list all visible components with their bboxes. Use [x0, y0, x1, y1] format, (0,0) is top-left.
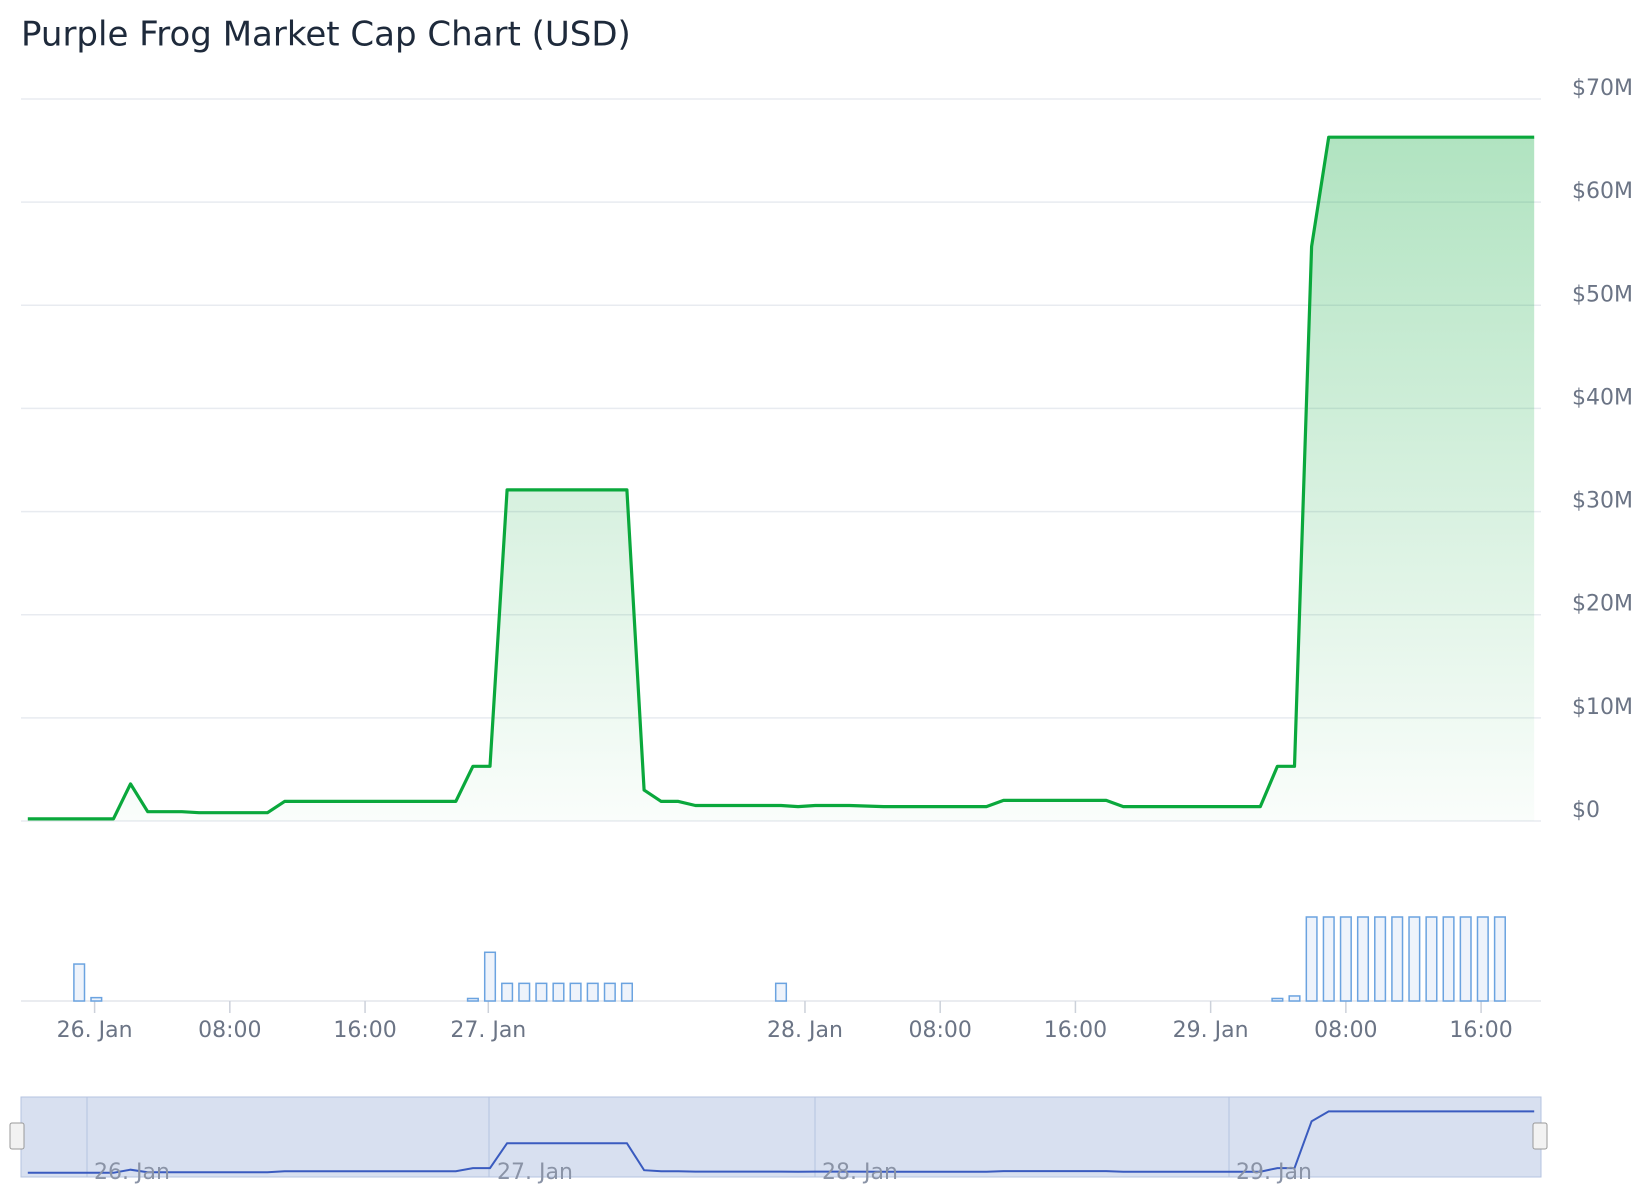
volume-bar: [1374, 916, 1387, 1002]
volume-bar: [518, 982, 531, 1002]
volume-bar: [501, 982, 514, 1002]
volume-bar: [1408, 916, 1421, 1002]
volume-bar: [1442, 916, 1455, 1002]
volume-bar: [1425, 916, 1438, 1002]
navigator-label: 28. Jan: [822, 1160, 898, 1185]
navigator-label: 26. Jan: [94, 1160, 170, 1185]
volume-bar: [552, 982, 565, 1002]
navigator-label: 27. Jan: [497, 1160, 573, 1185]
volume-bar: [73, 963, 86, 1002]
navigator[interactable]: [20, 1096, 1542, 1178]
volume-bar: [1476, 916, 1489, 1002]
x-tick-label: 16:00: [1044, 1018, 1107, 1043]
y-tick-label: $70M: [1572, 76, 1633, 101]
y-tick-label: $30M: [1572, 489, 1633, 514]
x-tick-label: 08:00: [198, 1018, 261, 1043]
x-tick-label: 26. Jan: [57, 1018, 133, 1043]
volume-bar: [483, 951, 497, 1002]
volume-bar: [1305, 916, 1318, 1002]
volume-bar: [1322, 916, 1335, 1002]
volume-bar: [620, 982, 634, 1002]
volume-bar: [1391, 916, 1404, 1002]
y-tick-label: $0: [1572, 798, 1600, 823]
area-fill: [27, 137, 1535, 821]
navigator-handle[interactable]: [9, 1122, 25, 1150]
x-tick-label: 27. Jan: [450, 1018, 526, 1043]
x-tick-label: 16:00: [333, 1018, 396, 1043]
y-tick-label: $40M: [1572, 385, 1633, 410]
x-tick-label: 08:00: [1314, 1018, 1377, 1043]
volume-bar: [1459, 916, 1472, 1002]
volume-bar: [586, 982, 599, 1002]
y-tick-label: $50M: [1572, 282, 1633, 307]
navigator-label: 29. Jan: [1236, 1160, 1312, 1185]
chart-title: Purple Frog Market Cap Chart (USD): [21, 15, 631, 55]
volume-bar: [774, 982, 788, 1002]
x-tick-label: 28. Jan: [767, 1018, 843, 1043]
volume-bar: [535, 982, 548, 1002]
volume-bar: [466, 997, 479, 1002]
navigator-line: [27, 1110, 1535, 1174]
volume-bar: [1271, 997, 1284, 1002]
x-tick-label: 29. Jan: [1173, 1018, 1249, 1043]
y-tick-label: $60M: [1572, 179, 1633, 204]
navigator-handle[interactable]: [1532, 1122, 1548, 1150]
volume-bar: [1493, 916, 1506, 1002]
x-tick-label: 08:00: [908, 1018, 971, 1043]
volume-bar: [1339, 916, 1352, 1002]
y-tick-label: $10M: [1572, 695, 1633, 720]
x-tick-label: 16:00: [1449, 1018, 1512, 1043]
volume-bar: [1356, 916, 1370, 1002]
volume-bar: [569, 982, 582, 1002]
volume-bar: [603, 982, 616, 1002]
volume-bar: [1288, 995, 1301, 1002]
volume-bar: [90, 996, 103, 1002]
line: [27, 135, 1535, 821]
y-tick-label: $20M: [1572, 592, 1633, 617]
